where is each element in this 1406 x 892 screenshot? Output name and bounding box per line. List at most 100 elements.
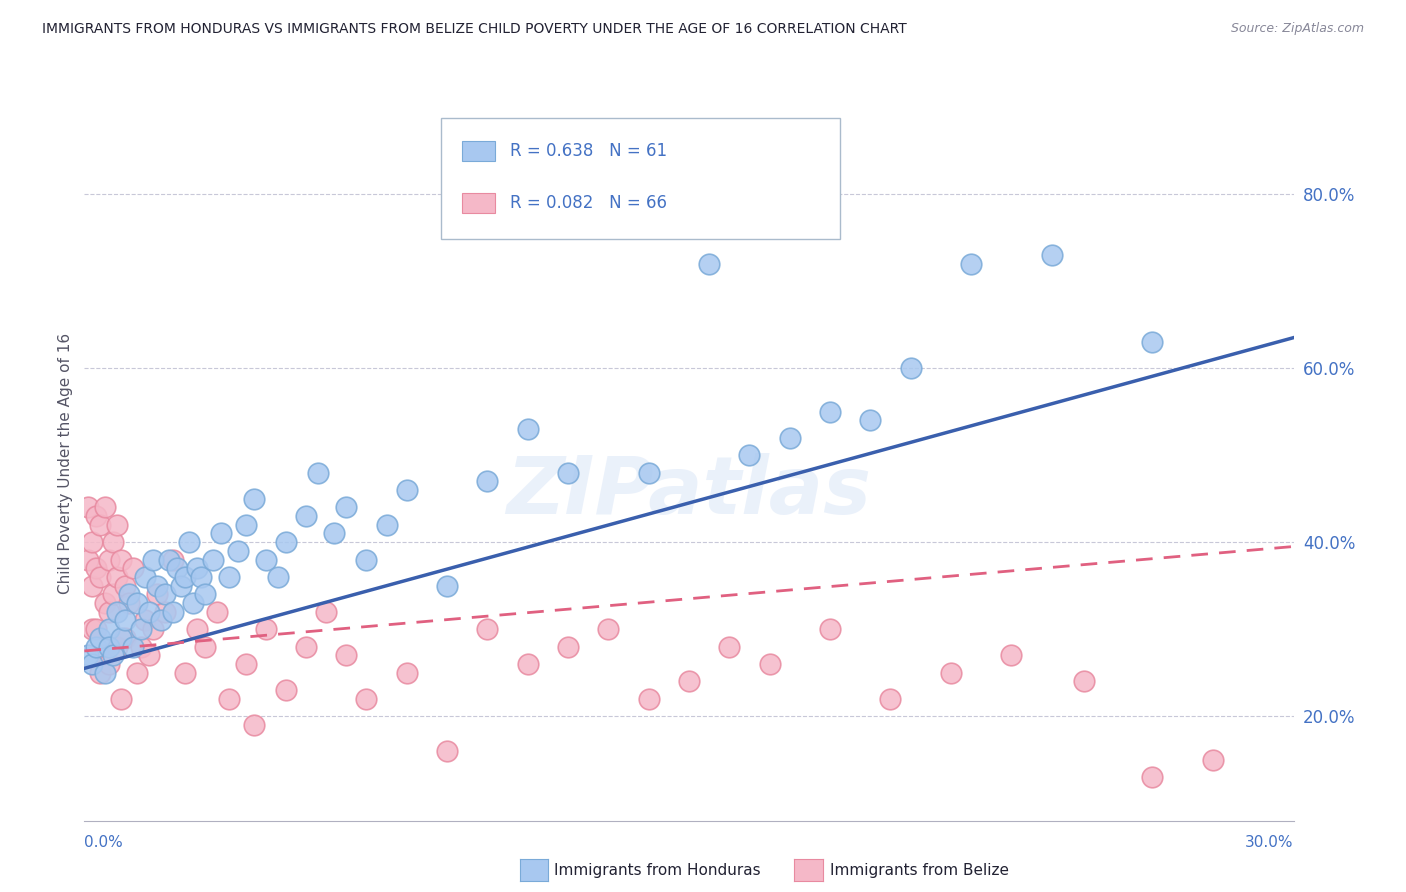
Point xyxy=(323,526,346,541)
Point xyxy=(375,517,398,532)
Point xyxy=(395,665,418,680)
Point xyxy=(105,640,128,654)
Point xyxy=(395,483,418,497)
Point xyxy=(134,614,156,628)
Point xyxy=(138,648,160,663)
Point xyxy=(101,535,124,549)
Point xyxy=(242,491,264,506)
Point xyxy=(125,665,148,680)
Point xyxy=(1073,674,1095,689)
Point xyxy=(818,622,841,636)
Point xyxy=(89,517,111,532)
Point xyxy=(134,570,156,584)
FancyBboxPatch shape xyxy=(441,118,841,239)
Point xyxy=(718,640,741,654)
Point xyxy=(101,587,124,601)
Point xyxy=(101,648,124,663)
Point xyxy=(678,674,700,689)
Point xyxy=(110,691,132,706)
Text: Source: ZipAtlas.com: Source: ZipAtlas.com xyxy=(1230,22,1364,36)
Point xyxy=(82,622,104,636)
Point xyxy=(207,605,229,619)
Point xyxy=(939,665,962,680)
Point xyxy=(202,552,225,566)
Point xyxy=(1000,648,1022,663)
Point xyxy=(356,552,378,566)
Point xyxy=(118,596,141,610)
Text: ZIPatlas: ZIPatlas xyxy=(506,453,872,532)
Point xyxy=(516,422,538,436)
Point xyxy=(146,587,169,601)
Text: R = 0.082   N = 66: R = 0.082 N = 66 xyxy=(510,194,666,212)
Point xyxy=(307,466,329,480)
Point xyxy=(335,648,357,663)
Point xyxy=(960,257,983,271)
Point xyxy=(235,517,257,532)
Point xyxy=(186,561,208,575)
Point xyxy=(295,640,318,654)
Point xyxy=(129,640,152,654)
Point xyxy=(89,631,111,645)
Point xyxy=(194,640,217,654)
FancyBboxPatch shape xyxy=(461,194,495,213)
Point xyxy=(516,657,538,671)
Point xyxy=(1202,753,1225,767)
Point xyxy=(557,466,579,480)
Point xyxy=(166,561,188,575)
Point xyxy=(89,570,111,584)
Point xyxy=(162,605,184,619)
Point xyxy=(190,570,212,584)
Point xyxy=(267,570,290,584)
Point xyxy=(89,665,111,680)
Text: 30.0%: 30.0% xyxy=(1246,836,1294,850)
Point xyxy=(218,570,240,584)
Point xyxy=(1142,770,1164,784)
Point xyxy=(121,561,143,575)
Point xyxy=(181,596,204,610)
Text: R = 0.638   N = 61: R = 0.638 N = 61 xyxy=(510,143,666,161)
Text: Immigrants from Belize: Immigrants from Belize xyxy=(830,863,1008,878)
Point xyxy=(818,404,841,418)
Point xyxy=(86,561,108,575)
Point xyxy=(859,413,882,427)
Point xyxy=(82,535,104,549)
Point xyxy=(274,535,297,549)
Point xyxy=(77,552,100,566)
Point xyxy=(218,691,240,706)
Point xyxy=(121,640,143,654)
Point xyxy=(82,657,104,671)
Point xyxy=(105,605,128,619)
Point xyxy=(97,552,120,566)
Point xyxy=(179,535,201,549)
Point xyxy=(254,552,277,566)
Point xyxy=(315,605,337,619)
Point xyxy=(114,631,136,645)
Point xyxy=(194,587,217,601)
Text: 0.0%: 0.0% xyxy=(84,836,124,850)
Point xyxy=(170,579,193,593)
Point xyxy=(97,657,120,671)
Point xyxy=(174,665,197,680)
Point xyxy=(77,500,100,515)
Point xyxy=(254,622,277,636)
Point xyxy=(186,622,208,636)
Point xyxy=(436,579,458,593)
Point xyxy=(142,622,165,636)
Point xyxy=(1040,248,1063,262)
Point xyxy=(637,691,659,706)
Point xyxy=(274,683,297,698)
Point xyxy=(226,544,249,558)
Text: IMMIGRANTS FROM HONDURAS VS IMMIGRANTS FROM BELIZE CHILD POVERTY UNDER THE AGE O: IMMIGRANTS FROM HONDURAS VS IMMIGRANTS F… xyxy=(42,22,907,37)
Point xyxy=(110,552,132,566)
Point xyxy=(138,605,160,619)
Y-axis label: Child Poverty Under the Age of 16: Child Poverty Under the Age of 16 xyxy=(58,334,73,594)
Point xyxy=(86,509,108,524)
Point xyxy=(77,648,100,663)
Point xyxy=(93,648,115,663)
Point xyxy=(86,640,108,654)
Point xyxy=(142,552,165,566)
Point xyxy=(153,605,176,619)
Point xyxy=(697,257,720,271)
Point xyxy=(162,552,184,566)
Point xyxy=(436,744,458,758)
